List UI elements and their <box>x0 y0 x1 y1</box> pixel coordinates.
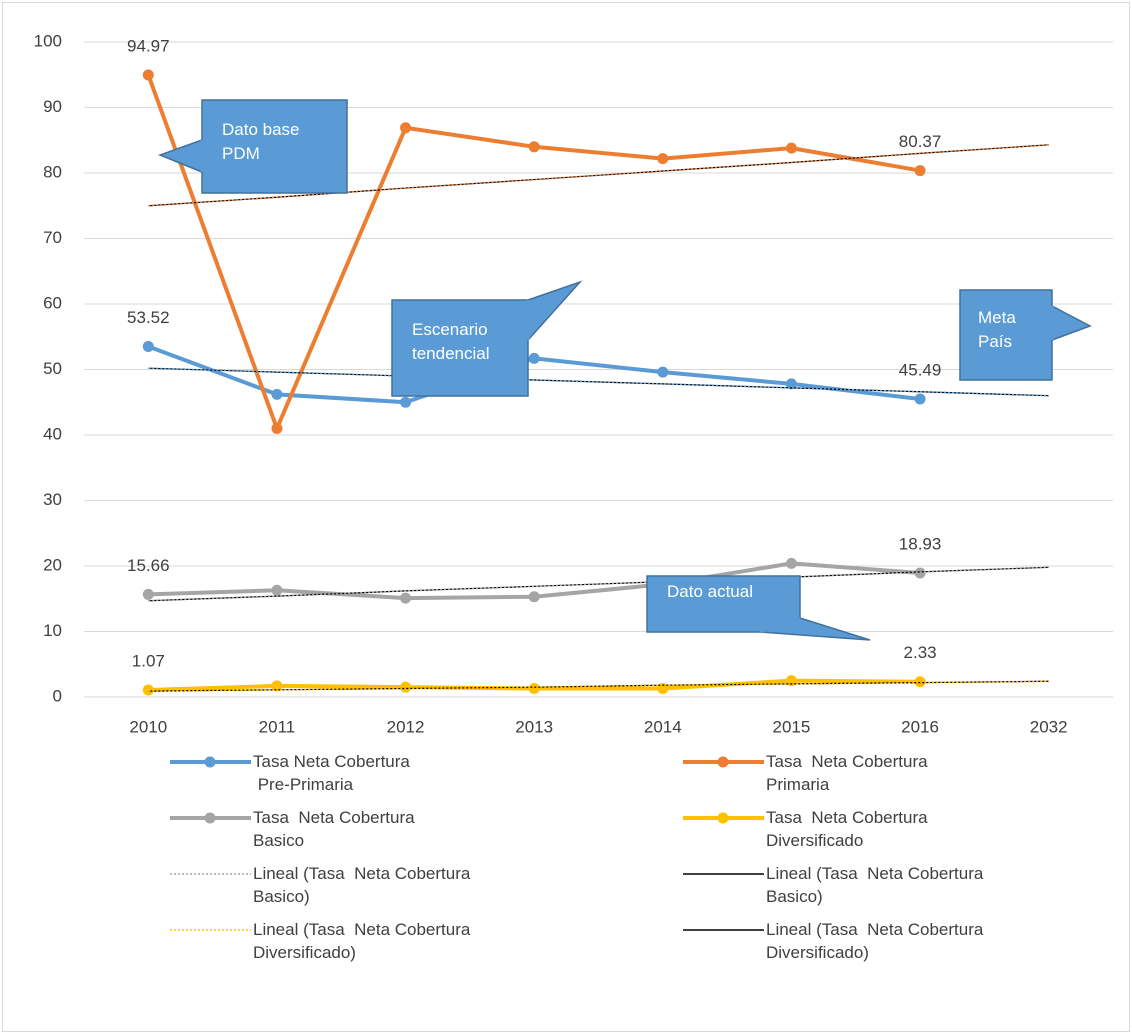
y-tick-label: 30 <box>43 490 62 509</box>
x-tick-label: 2012 <box>387 717 425 736</box>
legend-label: Tasa Neta Cobertura Basico <box>253 808 415 850</box>
callout-text: Meta País <box>978 308 1016 351</box>
point <box>400 396 412 408</box>
legend-marker <box>204 756 216 768</box>
y-tick-label: 90 <box>43 97 62 116</box>
legend-label: Lineal (Tasa Neta Cobertura Diversificad… <box>766 920 984 962</box>
point <box>785 378 797 390</box>
point <box>528 682 540 694</box>
legend-marker <box>717 812 729 824</box>
data-label: 18.93 <box>899 534 942 553</box>
x-tick-label: 2010 <box>129 717 167 736</box>
y-tick-label: 0 <box>53 686 62 705</box>
x-tick-label: 2013 <box>515 717 553 736</box>
x-tick-label: 2032 <box>1030 717 1068 736</box>
point <box>142 684 154 696</box>
data-label: 15.66 <box>127 556 170 575</box>
point <box>142 588 154 600</box>
x-tick-label: 2014 <box>644 717 682 736</box>
callout-box <box>959 289 1053 381</box>
y-tick-label: 70 <box>43 228 62 247</box>
point <box>528 352 540 364</box>
callout-pointer <box>1051 305 1092 341</box>
point <box>271 584 283 596</box>
point <box>785 557 797 569</box>
legend-label: Tasa Neta Cobertura Pre-Primaria <box>253 752 410 794</box>
point <box>271 388 283 400</box>
point <box>528 141 540 153</box>
point <box>400 592 412 604</box>
point <box>528 591 540 603</box>
trend-line <box>148 144 1049 207</box>
point <box>914 165 926 177</box>
point <box>914 567 926 579</box>
callout-box <box>391 299 529 397</box>
x-tick-label: 2016 <box>901 717 939 736</box>
data-label: 80.37 <box>899 132 942 151</box>
point <box>271 422 283 434</box>
point <box>271 680 283 692</box>
trend-line <box>148 680 1049 692</box>
y-tick-label: 10 <box>43 621 62 640</box>
legend-label: Tasa Neta Cobertura Diversificado <box>766 808 928 850</box>
legend-label: Lineal (Tasa Neta Cobertura Basico) <box>766 864 984 906</box>
callout-pointer <box>527 280 583 341</box>
point <box>142 69 154 81</box>
x-tick-label: 2011 <box>259 717 296 736</box>
data-label: 1.07 <box>132 651 165 670</box>
point <box>657 153 669 165</box>
point <box>914 676 926 688</box>
data-label: 45.49 <box>899 361 942 380</box>
point <box>914 393 926 405</box>
point <box>785 142 797 154</box>
legend-marker <box>204 812 216 824</box>
data-label: 94.97 <box>127 36 170 55</box>
point <box>400 681 412 693</box>
y-tick-label: 50 <box>43 359 62 378</box>
y-tick-label: 100 <box>34 31 62 50</box>
legend-label: Lineal (Tasa Neta Cobertura Basico) <box>253 864 471 906</box>
trend-line <box>148 566 1049 602</box>
y-tick-label: 60 <box>43 293 62 312</box>
point <box>400 122 412 134</box>
y-tick-label: 40 <box>43 424 62 443</box>
data-label: 2.33 <box>904 643 937 662</box>
y-tick-label: 80 <box>43 162 62 181</box>
legend-marker <box>717 756 729 768</box>
point <box>142 340 154 352</box>
legend-label: Tasa Neta Cobertura Primaria <box>766 752 928 794</box>
callout-pointer <box>157 139 203 173</box>
legend-label: Lineal (Tasa Neta Cobertura Diversificad… <box>253 920 471 962</box>
callout-text: Escenario tendencial <box>412 320 490 363</box>
point <box>657 366 669 378</box>
callout-joint <box>759 616 801 634</box>
callout-text: Dato base PDM <box>222 120 300 163</box>
data-label: 53.52 <box>127 308 170 327</box>
callout-text: Dato actual <box>667 582 753 601</box>
trend-line <box>148 367 1049 397</box>
y-tick-label: 20 <box>43 555 62 574</box>
x-tick-label: 2015 <box>773 717 811 736</box>
